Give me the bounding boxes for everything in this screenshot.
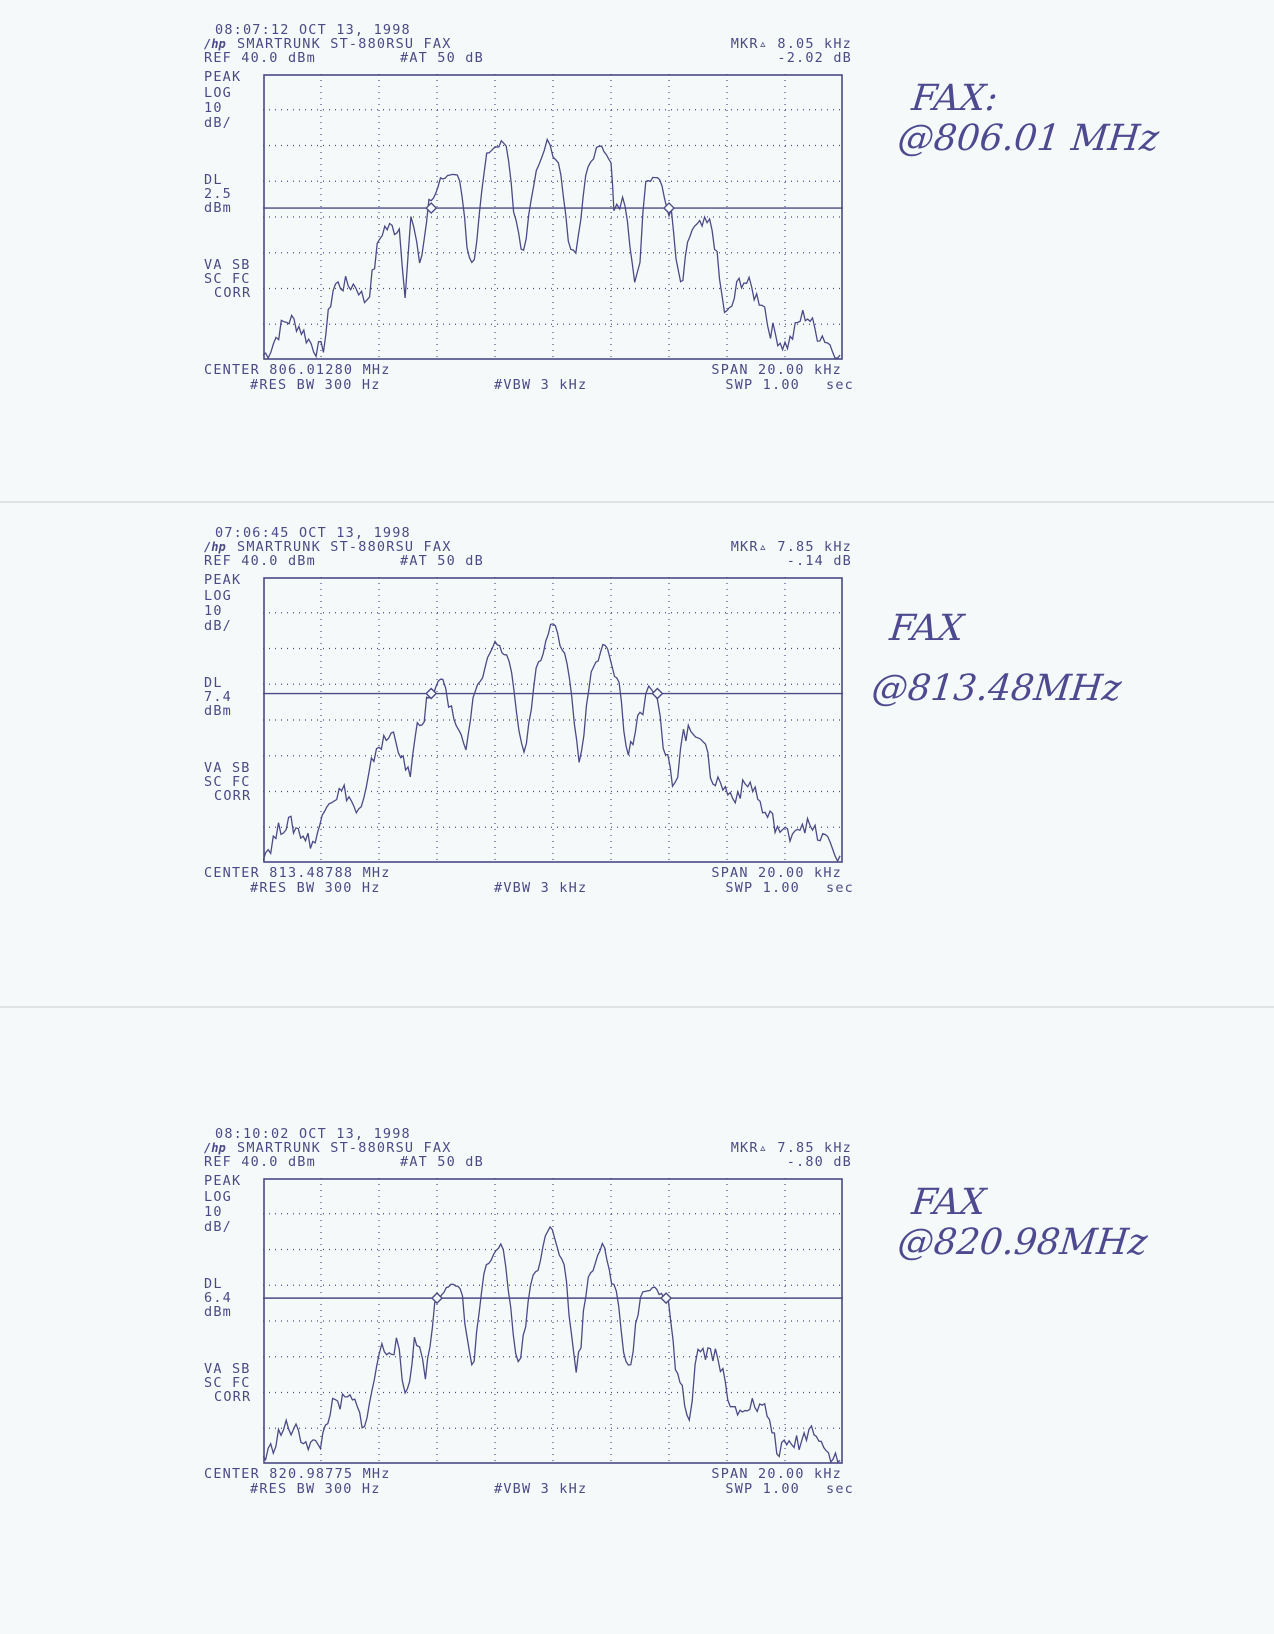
scale-value: 10 [204, 100, 223, 116]
resolution-bandwidth: #RES BW 300 Hz [250, 880, 381, 896]
span: SPAN 20.00 kHz [711, 362, 842, 378]
handwritten-label: FAX [887, 608, 966, 649]
display-line-value: 2.5 [204, 186, 232, 202]
scale-type: LOG [204, 1189, 232, 1205]
marker-amplitude: -.80 dB [786, 1154, 852, 1170]
marker-frequency: MKR▵ 7.85 kHz [730, 1140, 852, 1156]
marker-frequency: MKR▵ 8.05 kHz [730, 36, 852, 52]
hp-logo-icon: /hp [204, 540, 226, 554]
delta-marker [651, 687, 664, 700]
sweep-time: SWP 1.00 [725, 880, 800, 896]
hp-logo-icon: /hp [204, 1141, 226, 1155]
scale-type: LOG [204, 85, 232, 101]
plot-frame [263, 577, 843, 863]
center-frequency: CENTER 820.98775 MHz [204, 1466, 391, 1482]
reference-level: REF 40.0 dBm [204, 553, 316, 569]
timestamp: 08:10:02 OCT 13, 1998 [215, 1126, 411, 1142]
video-bandwidth: #VBW 3 kHz [494, 377, 588, 393]
display-line-label: DL [204, 172, 223, 188]
scale-unit: dB/ [204, 1219, 232, 1235]
attenuation: #AT 50 dB [400, 50, 484, 66]
delta-marker [663, 202, 675, 215]
instrument-title: SMARTRUNK ST-880RSU FAX [237, 36, 452, 52]
display-line-value: 6.4 [204, 1290, 232, 1306]
scale-value: 10 [204, 603, 223, 619]
corr-label: CORR [214, 788, 252, 804]
spectrum-trace [263, 137, 841, 360]
instrument-title: SMARTRUNK ST-880RSU FAX [237, 1140, 452, 1156]
instrument-title: SMARTRUNK ST-880RSU FAX [237, 539, 452, 555]
spectrum-display [263, 74, 843, 360]
scale-unit: dB/ [204, 618, 232, 634]
scale-value: 10 [204, 1204, 223, 1220]
sweep-time: SWP 1.00 [725, 377, 800, 393]
delta-marker [660, 1292, 673, 1305]
resolution-bandwidth: #RES BW 300 Hz [250, 377, 381, 393]
sweep-unit: sec [826, 1481, 854, 1497]
timestamp: 07:06:45 OCT 13, 1998 [215, 525, 411, 541]
span: SPAN 20.00 kHz [711, 865, 842, 881]
reference-level: REF 40.0 dBm [204, 1154, 316, 1170]
resolution-bandwidth: #RES BW 300 Hz [250, 1481, 381, 1497]
display-line-label: DL [204, 675, 223, 691]
reference-marker [431, 1292, 443, 1305]
handwritten-frequency: @820.98MHz [895, 1222, 1150, 1263]
corr-label: CORR [214, 285, 252, 301]
center-frequency: CENTER 806.01280 MHz [204, 362, 391, 378]
handwritten-frequency: @806.01 MHz [895, 118, 1161, 159]
va-sb-label: VA SB [204, 257, 251, 273]
attenuation: #AT 50 dB [400, 553, 484, 569]
spectrum-display [263, 1178, 843, 1464]
center-frequency: CENTER 813.48788 MHz [204, 865, 391, 881]
detector-mode: PEAK [204, 69, 242, 85]
timestamp: 08:07:12 OCT 13, 1998 [215, 22, 411, 38]
detector-mode: PEAK [204, 572, 242, 588]
reference-level: REF 40.0 dBm [204, 50, 316, 66]
reference-marker [425, 687, 438, 700]
sc-fc-label: SC FC [204, 774, 251, 790]
display-line-value: 7.4 [204, 689, 232, 705]
video-bandwidth: #VBW 3 kHz [494, 1481, 588, 1497]
va-sb-label: VA SB [204, 1361, 251, 1377]
reference-marker [425, 202, 438, 215]
spectrum-plot-1: 08:07:12 OCT 13, 1998/hp SMARTRUNK ST-880… [0, 20, 1274, 500]
page-separator [0, 1006, 1274, 1008]
plot-frame [263, 1178, 843, 1464]
spectrum-trace [263, 623, 841, 863]
display-line-unit: dBm [204, 703, 232, 719]
display-line-label: DL [204, 1276, 223, 1292]
attenuation: #AT 50 dB [400, 1154, 484, 1170]
hp-logo-icon: /hp [204, 37, 226, 51]
sc-fc-label: SC FC [204, 1375, 251, 1391]
sweep-unit: sec [826, 377, 854, 393]
span: SPAN 20.00 kHz [711, 1466, 842, 1482]
marker-frequency: MKR▵ 7.85 kHz [730, 539, 852, 555]
handwritten-frequency: @813.48MHz [869, 668, 1124, 709]
spectrum-plot-3: 08:10:02 OCT 13, 1998/hp SMARTRUNK ST-880… [0, 1124, 1274, 1604]
marker-amplitude: -2.02 dB [777, 50, 852, 66]
handwritten-label: FAX: [909, 78, 1000, 119]
spectrum-trace [263, 1225, 841, 1464]
scale-type: LOG [204, 588, 232, 604]
spectrum-plot-2: 07:06:45 OCT 13, 1998/hp SMARTRUNK ST-880… [0, 523, 1274, 1003]
va-sb-label: VA SB [204, 760, 251, 776]
sc-fc-label: SC FC [204, 271, 251, 287]
handwritten-label: FAX [909, 1182, 988, 1223]
sweep-unit: sec [826, 880, 854, 896]
detector-mode: PEAK [204, 1173, 242, 1189]
sweep-time: SWP 1.00 [725, 1481, 800, 1497]
plot-frame [263, 74, 843, 360]
spectrum-display [263, 577, 843, 863]
display-line-unit: dBm [204, 1304, 232, 1320]
corr-label: CORR [214, 1389, 252, 1405]
page-separator [0, 501, 1274, 503]
video-bandwidth: #VBW 3 kHz [494, 880, 588, 896]
display-line-unit: dBm [204, 200, 232, 216]
scale-unit: dB/ [204, 115, 232, 131]
marker-amplitude: -.14 dB [786, 553, 852, 569]
